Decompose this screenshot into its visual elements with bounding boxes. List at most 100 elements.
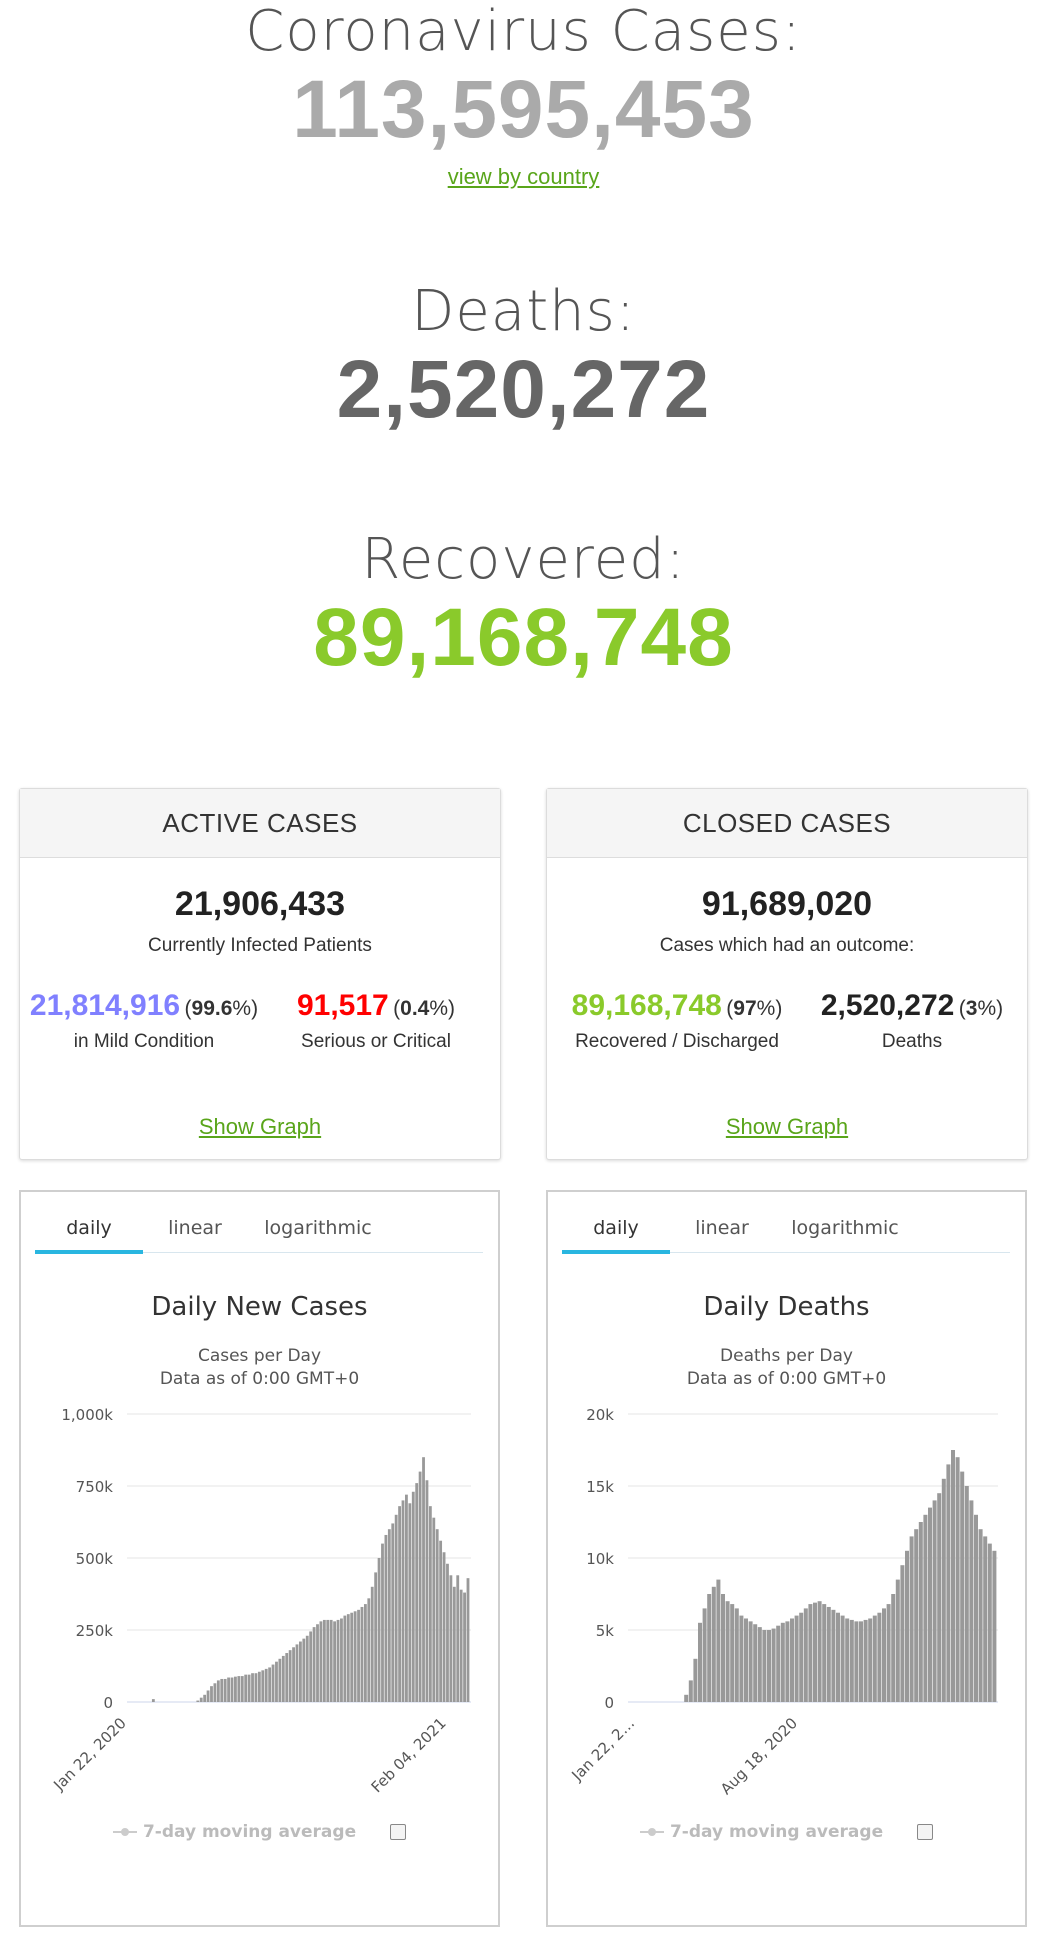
critical-pct: 0.4: [400, 997, 430, 1020]
mild-caption: in Mild Condition: [73, 1031, 215, 1052]
bar: [863, 1619, 868, 1702]
bar: [353, 1611, 357, 1702]
bar: [446, 1563, 449, 1702]
bar: [707, 1594, 712, 1702]
bar: [895, 1579, 900, 1702]
tab-linear[interactable]: linear: [168, 1217, 222, 1239]
bar: [285, 1653, 289, 1702]
bar: [905, 1550, 909, 1702]
bar: [261, 1670, 265, 1702]
bar: [442, 1552, 446, 1702]
bar: [785, 1621, 790, 1702]
bar: [872, 1615, 877, 1702]
bar: [387, 1529, 391, 1702]
daily-new-cases-chart: 0 250k 500k 750k 1,000k Jan 22, 2020 Feb 04, 2…: [49, 1406, 471, 1796]
bar: [251, 1673, 254, 1702]
chart-title: Daily Deaths: [703, 1292, 870, 1322]
bar: [216, 1680, 220, 1702]
bar: [230, 1677, 234, 1702]
bar: [739, 1615, 744, 1702]
bar: [836, 1612, 840, 1702]
bar: [213, 1683, 217, 1702]
bar: [237, 1676, 241, 1702]
bar: [964, 1486, 969, 1702]
chart-legend[interactable]: 7-day moving average: [548, 1822, 1025, 1842]
moving-average-checkbox[interactable]: [390, 1824, 407, 1840]
closed-recovered-caption: Recovered / Discharged: [575, 1031, 779, 1052]
bar: [452, 1586, 456, 1702]
tab-daily[interactable]: daily: [562, 1214, 670, 1254]
legend-label: 7-day moving average: [669, 1822, 884, 1842]
bar: [302, 1638, 306, 1702]
closed-recovered-value: 89,168,748: [571, 989, 722, 1022]
bar: [199, 1697, 203, 1702]
bar: [688, 1680, 693, 1702]
bar: [227, 1677, 230, 1702]
closed-deaths-stat: 2,520,272 (3%) Deaths: [802, 989, 1022, 1053]
chart-tabs: daily linear logarithmic: [562, 1214, 1010, 1254]
bar: [374, 1572, 378, 1702]
bar: [992, 1550, 997, 1702]
view-by-country-link[interactable]: view by country: [447, 164, 600, 189]
bar: [449, 1575, 453, 1702]
bar: [463, 1592, 466, 1702]
bar: [974, 1514, 978, 1702]
active-total-caption: Currently Infected Patients: [148, 935, 372, 956]
bar: [946, 1464, 951, 1702]
bar: [794, 1615, 799, 1702]
chart-legend[interactable]: 7-day moving average: [21, 1822, 498, 1842]
legend-label: 7-day moving average: [142, 1822, 357, 1842]
bar: [391, 1523, 395, 1702]
bar: [336, 1619, 340, 1702]
bar: [428, 1506, 432, 1702]
bar: [401, 1500, 405, 1702]
recovered-section: Recovered: 89,168,748: [0, 528, 1047, 684]
bar: [969, 1500, 974, 1702]
bar: [868, 1618, 873, 1702]
bar: [831, 1609, 836, 1702]
closed-total-caption: Cases which had an outcome:: [659, 935, 915, 956]
chart-data-asof: Data as of 0:00 GMT+0: [686, 1369, 887, 1389]
bar: [305, 1635, 309, 1702]
bar: [721, 1594, 725, 1702]
tab-daily[interactable]: daily: [35, 1214, 143, 1254]
bar: [254, 1673, 258, 1702]
closed-deaths-pct: 3: [965, 997, 978, 1020]
bar: [826, 1606, 831, 1702]
bar: [326, 1619, 330, 1702]
bar: [790, 1618, 794, 1702]
bar: [813, 1602, 817, 1702]
chart-title: Daily New Cases: [151, 1292, 368, 1322]
bar: [367, 1598, 371, 1702]
bar: [292, 1647, 295, 1702]
bar: [439, 1540, 443, 1702]
bar: [333, 1621, 337, 1702]
bar: [716, 1579, 721, 1702]
closed-show-graph-link[interactable]: Show Graph: [725, 1114, 849, 1139]
active-show-graph-link[interactable]: Show Graph: [198, 1114, 322, 1139]
recovered-label: Recovered:: [361, 527, 686, 592]
y-tick-label: 0: [604, 1694, 614, 1712]
bar: [937, 1493, 942, 1702]
chart-data-asof: Data as of 0:00 GMT+0: [159, 1369, 360, 1389]
tab-logarithmic[interactable]: logarithmic: [264, 1217, 372, 1239]
bar: [223, 1678, 227, 1702]
bar: [220, 1678, 224, 1702]
bar: [329, 1619, 333, 1702]
cases-section: Coronavirus Cases: 113,595,453 view by c…: [0, 0, 1047, 190]
bar: [415, 1483, 419, 1702]
bar: [234, 1676, 237, 1702]
bar: [456, 1575, 460, 1702]
tab-logarithmic[interactable]: logarithmic: [791, 1217, 899, 1239]
bar: [753, 1624, 758, 1702]
bar: [748, 1621, 753, 1702]
moving-average-marker-icon: [639, 1828, 664, 1836]
bar: [360, 1606, 364, 1702]
bar: [918, 1522, 923, 1702]
bar: [295, 1644, 299, 1702]
closed-cases-header: CLOSED CASES: [547, 789, 1027, 858]
tab-linear[interactable]: linear: [695, 1217, 749, 1239]
moving-average-checkbox[interactable]: [917, 1824, 934, 1840]
bar: [799, 1612, 804, 1702]
bar: [983, 1536, 988, 1702]
